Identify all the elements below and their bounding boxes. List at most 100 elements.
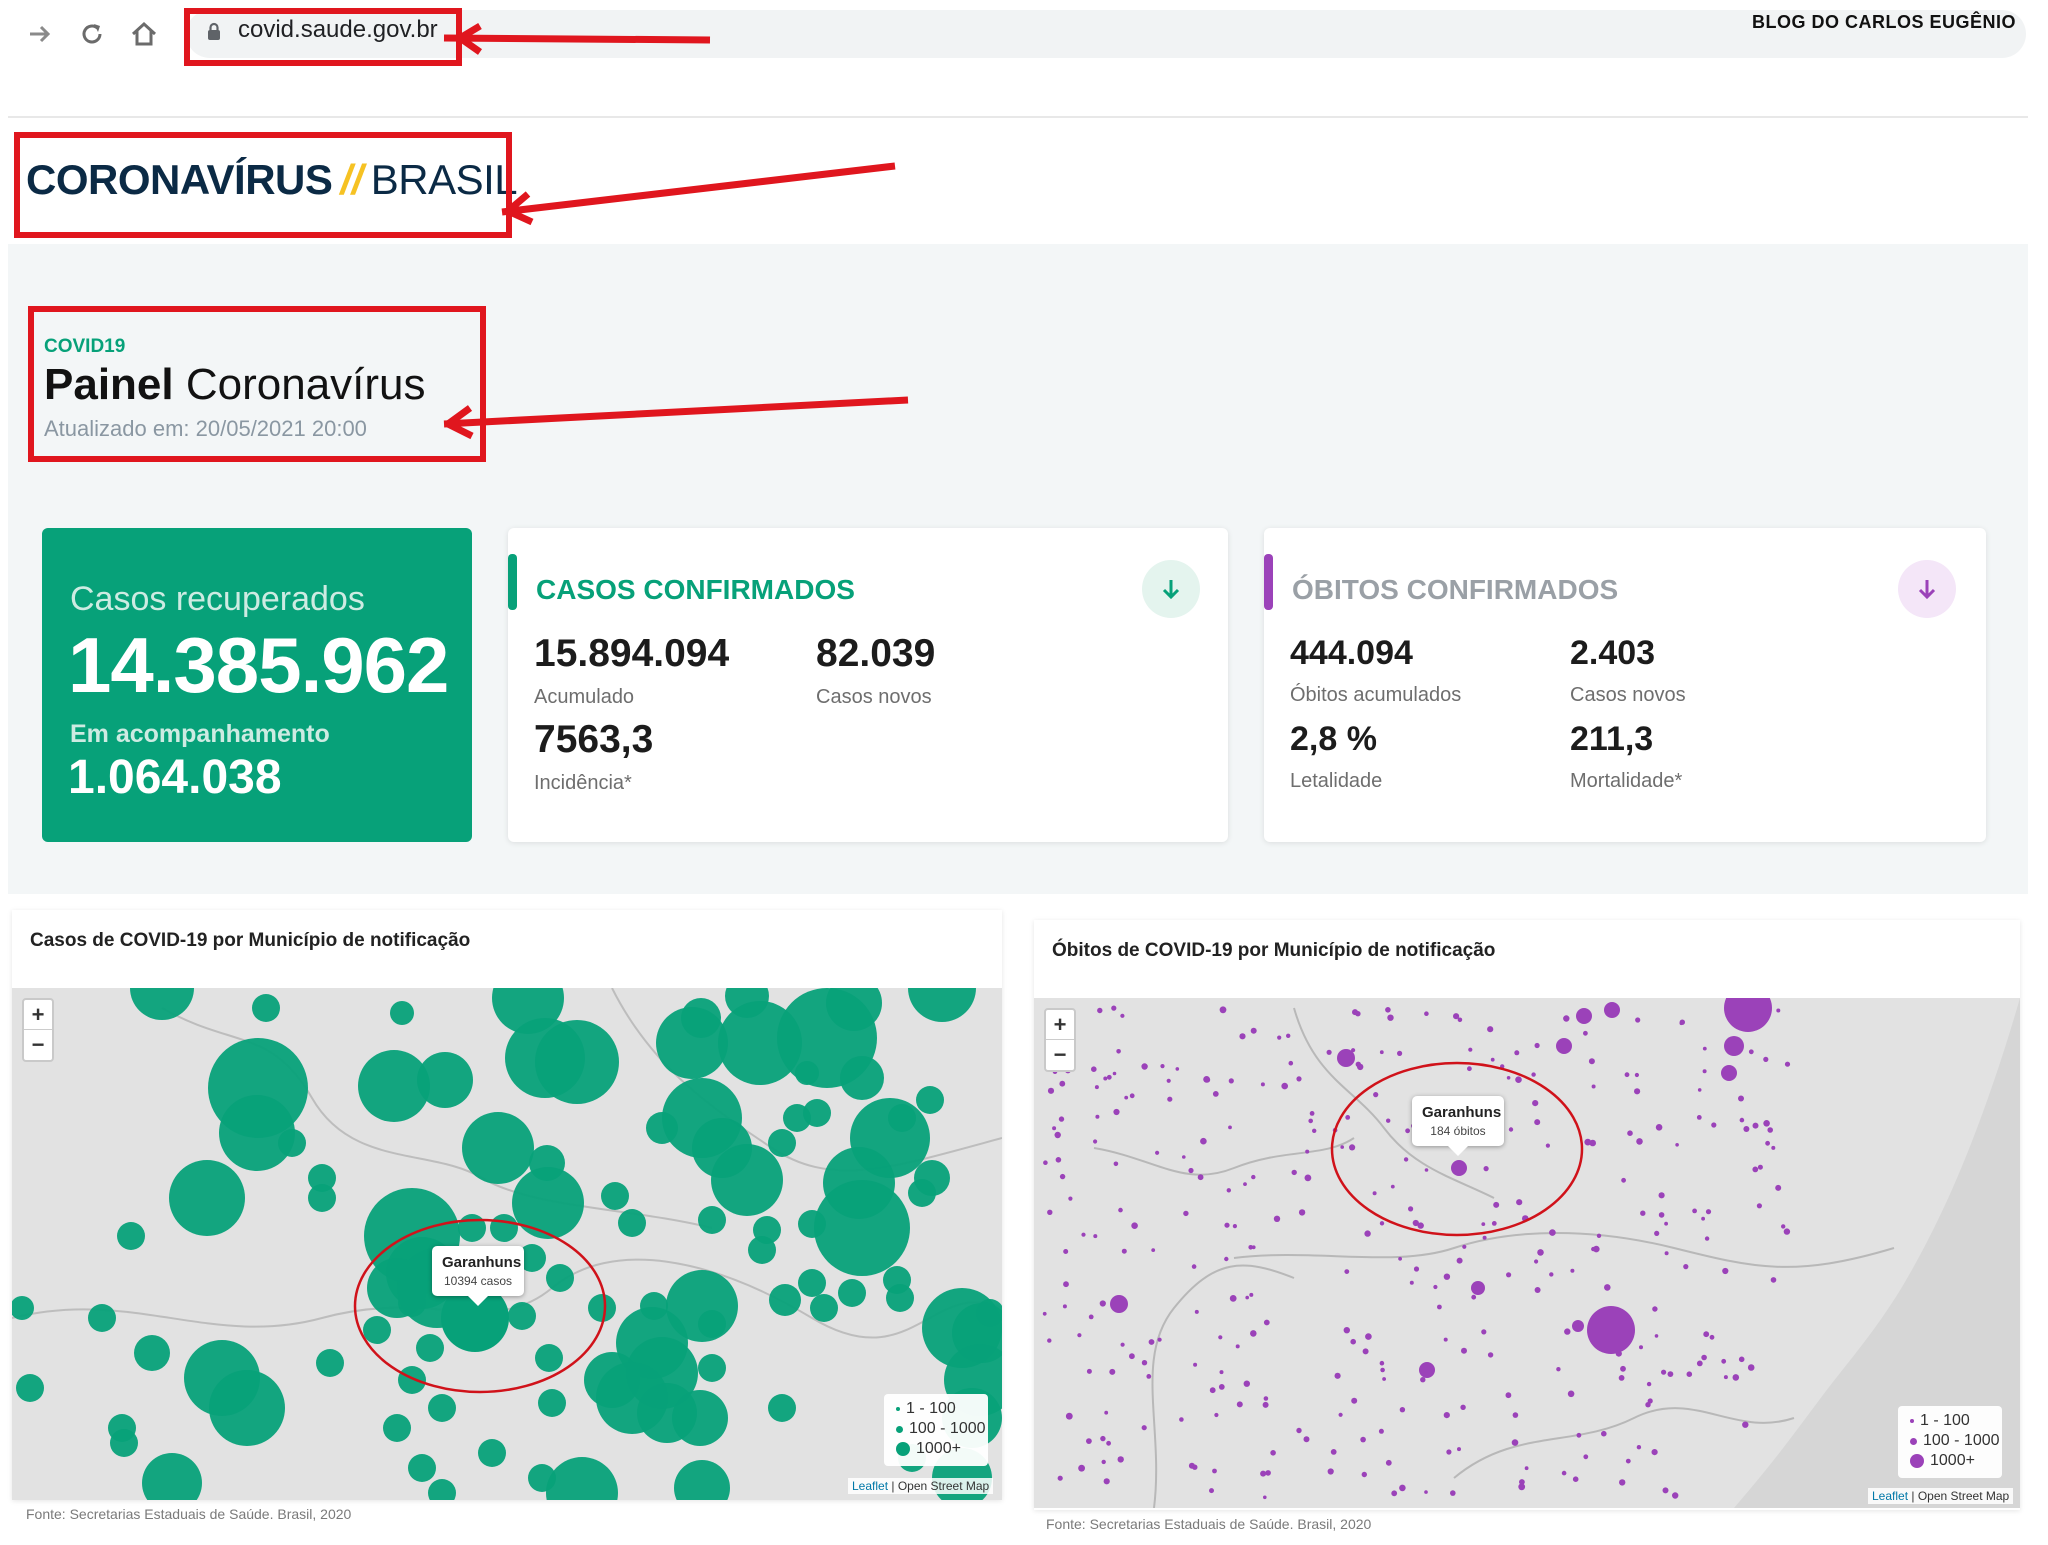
- map-marker[interactable]: [1103, 1076, 1108, 1081]
- map-marker[interactable]: [1148, 1339, 1155, 1345]
- map-marker[interactable]: [1047, 1209, 1053, 1215]
- map-marker[interactable]: [1515, 1076, 1522, 1083]
- map-marker[interactable]: [1214, 1412, 1219, 1418]
- map-marker[interactable]: [546, 1457, 618, 1500]
- map-marker[interactable]: [1262, 1401, 1269, 1408]
- map-marker[interactable]: [358, 1050, 430, 1122]
- map-marker[interactable]: [1556, 1367, 1561, 1372]
- map-marker[interactable]: [1651, 1449, 1658, 1456]
- osm-link[interactable]: | Open Street Map: [1908, 1489, 2010, 1503]
- map-marker[interactable]: [1487, 1352, 1494, 1358]
- map-marker[interactable]: [888, 1104, 916, 1132]
- map-marker[interactable]: [1219, 1006, 1227, 1014]
- map-marker[interactable]: [1524, 1466, 1529, 1471]
- map-marker[interactable]: [1212, 1468, 1217, 1474]
- map-marker[interactable]: [1166, 1078, 1171, 1083]
- map-marker[interactable]: [1424, 1011, 1429, 1016]
- map-marker[interactable]: [1182, 1155, 1186, 1159]
- map-marker[interactable]: [1378, 1428, 1384, 1434]
- forward-button[interactable]: [20, 14, 60, 54]
- map-marker[interactable]: [1424, 1490, 1428, 1494]
- map-marker[interactable]: [1596, 1233, 1602, 1238]
- map-marker[interactable]: [1209, 1387, 1216, 1394]
- map-marker[interactable]: [1711, 1122, 1717, 1128]
- map-marker[interactable]: [1188, 1167, 1194, 1174]
- map-marker[interactable]: [1239, 1033, 1246, 1040]
- map-marker[interactable]: [1218, 1384, 1225, 1390]
- map-marker[interactable]: [1627, 1130, 1633, 1136]
- map-marker[interactable]: [1767, 1127, 1773, 1133]
- map-marker[interactable]: [1534, 1259, 1539, 1264]
- map-marker[interactable]: [1243, 1182, 1247, 1186]
- map-marker[interactable]: [1446, 1449, 1452, 1455]
- map-marker[interactable]: [1100, 1435, 1106, 1442]
- map-marker[interactable]: [1531, 1072, 1536, 1077]
- map-marker[interactable]: [1097, 1007, 1103, 1014]
- map-marker[interactable]: [1742, 1421, 1749, 1428]
- map-marker[interactable]: [1120, 1013, 1125, 1018]
- map-marker[interactable]: [398, 1366, 426, 1394]
- map-marker[interactable]: [1572, 1476, 1579, 1482]
- map-marker[interactable]: [1584, 1138, 1592, 1146]
- map-marker[interactable]: [1457, 1017, 1463, 1023]
- map-marker[interactable]: [1399, 1484, 1406, 1492]
- map-marker[interactable]: [1360, 1436, 1366, 1443]
- map-marker[interactable]: [1146, 1374, 1152, 1379]
- map-marker[interactable]: [1194, 1309, 1199, 1314]
- map-marker[interactable]: [1131, 1222, 1138, 1229]
- map-marker[interactable]: [1047, 1087, 1055, 1094]
- map-marker[interactable]: [795, 1061, 819, 1085]
- map-marker[interactable]: [1500, 1064, 1505, 1069]
- map-marker[interactable]: [1387, 1014, 1394, 1021]
- map-marker[interactable]: [1518, 1483, 1526, 1491]
- map-marker[interactable]: [1724, 998, 1772, 1032]
- map-marker[interactable]: [1701, 1216, 1705, 1221]
- map-marker[interactable]: [1549, 1272, 1554, 1277]
- map-marker[interactable]: [748, 1236, 776, 1264]
- map-marker[interactable]: [1505, 1392, 1512, 1399]
- map-marker[interactable]: [1450, 1490, 1456, 1496]
- map-marker[interactable]: [1556, 1038, 1572, 1054]
- map-marker[interactable]: [1224, 1222, 1230, 1228]
- map-marker[interactable]: [1743, 1126, 1750, 1132]
- map-marker[interactable]: [383, 1414, 411, 1442]
- map-marker[interactable]: [1481, 1222, 1486, 1226]
- map-marker[interactable]: [1654, 1230, 1660, 1236]
- map-marker[interactable]: [1093, 1139, 1098, 1144]
- map-marker[interactable]: [1511, 1439, 1519, 1446]
- map-marker[interactable]: [1397, 1050, 1403, 1056]
- map-marker[interactable]: [1116, 1049, 1121, 1054]
- map-marker[interactable]: [316, 1349, 344, 1377]
- map-marker[interactable]: [1277, 1035, 1282, 1040]
- map-marker[interactable]: [908, 988, 976, 1022]
- map-marker[interactable]: [1481, 1329, 1487, 1335]
- map-marker[interactable]: [458, 1214, 486, 1242]
- map-marker[interactable]: [1625, 1458, 1631, 1464]
- map-marker[interactable]: [1620, 1365, 1626, 1372]
- zoom-out-button[interactable]: −: [1053, 1042, 1067, 1067]
- map-marker[interactable]: [601, 1182, 629, 1210]
- map-marker[interactable]: [1576, 1008, 1592, 1024]
- map-marker[interactable]: [1572, 1320, 1584, 1332]
- map-marker[interactable]: [535, 1020, 619, 1104]
- map-marker[interactable]: [1332, 1128, 1338, 1133]
- map-marker[interactable]: [1437, 1304, 1442, 1310]
- map-marker[interactable]: [1408, 1206, 1414, 1212]
- map-marker[interactable]: [1417, 1222, 1424, 1229]
- map-marker[interactable]: [1235, 1344, 1240, 1349]
- zoom-in-button[interactable]: +: [1046, 1010, 1074, 1040]
- map-marker[interactable]: [1618, 1375, 1625, 1381]
- map-marker[interactable]: [1433, 1284, 1438, 1290]
- map-marker[interactable]: [1309, 1111, 1315, 1116]
- map-marker[interactable]: [1379, 1221, 1385, 1226]
- map-marker[interactable]: [1058, 1116, 1065, 1122]
- map-marker[interactable]: [1709, 1334, 1715, 1340]
- map-marker[interactable]: [1251, 1174, 1256, 1180]
- map-marker[interactable]: [1468, 1047, 1473, 1052]
- map-marker[interactable]: [1471, 1294, 1477, 1300]
- map-marker[interactable]: [1683, 1264, 1689, 1270]
- map-marker[interactable]: [1059, 1080, 1066, 1087]
- map-marker[interactable]: [1118, 1207, 1123, 1213]
- map-marker[interactable]: [768, 1129, 796, 1157]
- map-marker[interactable]: [1373, 1092, 1379, 1098]
